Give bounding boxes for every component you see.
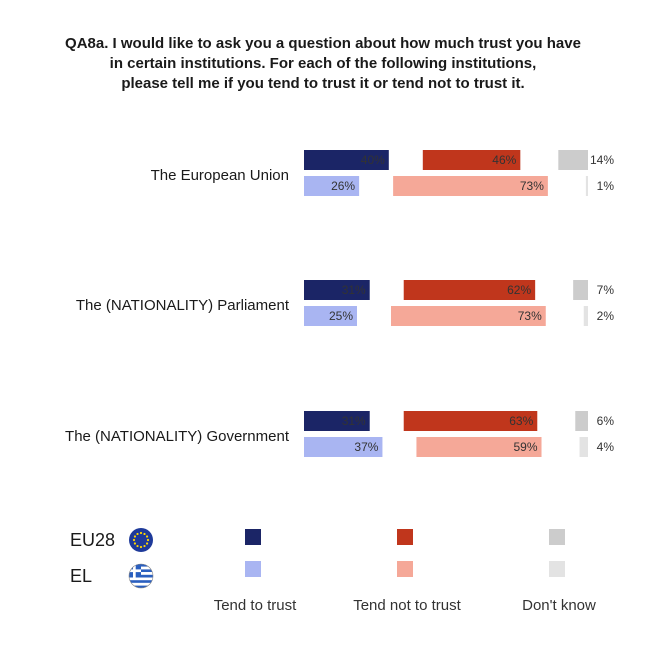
bar-el-not-trust: [416, 437, 542, 457]
data-label: 2%: [597, 309, 615, 323]
bar-el-not-trust: [391, 306, 546, 326]
data-label: 31%: [342, 414, 366, 428]
eu-star: [136, 544, 139, 548]
greece-flag-stripe: [129, 582, 153, 586]
data-label: 6%: [597, 414, 615, 428]
eu-star: [143, 544, 146, 548]
data-label: 26%: [331, 179, 355, 193]
title-line-3: please tell me if you tend to trust it o…: [121, 75, 525, 92]
bar-el-not-trust: [393, 176, 548, 196]
bar-eu28-not-trust: [422, 150, 521, 170]
bar-eu28-dont-know: [558, 150, 588, 170]
bar-eu28-not-trust: [403, 280, 536, 300]
data-label: 40%: [361, 153, 385, 167]
legend-row-eu28: EU28: [70, 527, 154, 553]
data-label: 63%: [509, 414, 533, 428]
bar-el-trust: [304, 176, 360, 196]
eu-star: [146, 538, 150, 542]
eu-star: [133, 535, 137, 538]
category-label: The (NATIONALITY) Parliament: [76, 297, 290, 314]
title-line-2: in certain institutions. For each of the…: [109, 55, 537, 72]
greece-flag-stripe: [129, 585, 153, 588]
data-label: 14%: [590, 153, 614, 167]
category-label: The European Union: [151, 167, 289, 184]
eu-star: [133, 542, 137, 545]
greece-flag-cross-h: [129, 569, 141, 573]
eu-flag-icon: [129, 528, 153, 552]
data-label: 1%: [597, 179, 615, 193]
greece-flag-stripe: [129, 577, 153, 581]
bar-eu28-trust: [304, 150, 389, 170]
bar-el-trust: [304, 306, 357, 326]
bar-el-dont-know: [583, 306, 588, 326]
data-label: 25%: [329, 309, 353, 323]
data-label: 7%: [597, 283, 615, 297]
data-label: 4%: [597, 440, 615, 454]
bar-el-dont-know: [579, 437, 588, 457]
legend-swatch-eu-not: [397, 529, 413, 545]
eu-star: [143, 532, 146, 536]
data-label: 62%: [507, 283, 531, 297]
legend-swatch-eu-dk: [549, 529, 565, 545]
legend-code-el: EL: [70, 565, 93, 586]
data-label: 46%: [492, 153, 516, 167]
legend-swatch-el-not: [397, 561, 413, 577]
chart-title: QA8a. I would like to ask you a question…: [40, 34, 606, 94]
legend-row-el: EL: [70, 563, 154, 589]
eu-star: [139, 531, 143, 535]
title-line-1: QA8a. I would like to ask you a question…: [65, 35, 581, 52]
legend-swatch-eu-trust: [245, 529, 261, 545]
greece-flag-stripe: [129, 580, 153, 583]
category-label: The (NATIONALITY) Government: [65, 428, 290, 445]
legend-swatch-el-trust: [245, 561, 261, 577]
bar-el-trust: [304, 437, 383, 457]
legend-label-not-trust: Tend not to trust: [353, 597, 461, 614]
data-label: 31%: [342, 283, 366, 297]
bar-eu28-trust: [304, 280, 370, 300]
data-label: 59%: [513, 440, 537, 454]
bar-eu28-not-trust: [403, 411, 538, 431]
eu-star: [132, 538, 136, 542]
legend-label-trust: Tend to trust: [213, 597, 297, 614]
bar-eu28-dont-know: [575, 411, 588, 431]
legend-label-dont-know: Don't know: [522, 597, 596, 614]
greece-flag-icon: [128, 563, 154, 589]
eu-star: [136, 532, 139, 536]
bar-el-dont-know: [585, 176, 588, 196]
data-label: 73%: [520, 179, 544, 193]
eu-star: [145, 542, 149, 545]
legend-code-eu28: EU28: [70, 529, 116, 550]
bar-eu28-trust: [304, 411, 370, 431]
legend-swatch-el-dk: [549, 561, 565, 577]
eu-star: [145, 535, 149, 538]
bar-eu28-dont-know: [573, 280, 588, 300]
eu-star: [139, 545, 143, 549]
data-label: 73%: [518, 309, 542, 323]
data-label: 37%: [354, 440, 378, 454]
